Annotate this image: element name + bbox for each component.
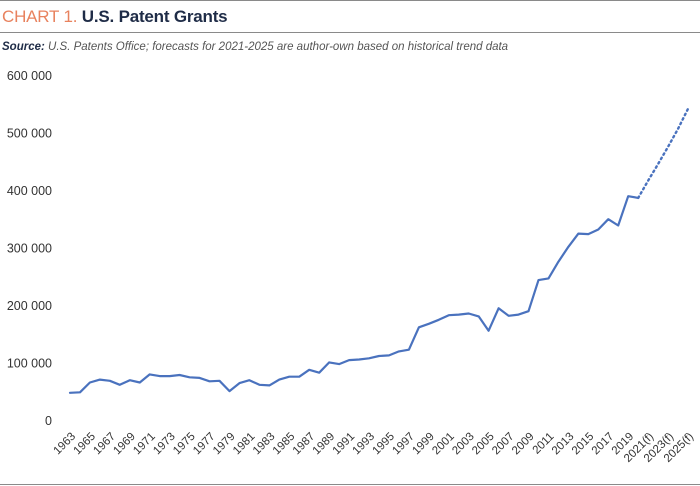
x-tick-label: 2003 <box>450 431 477 458</box>
x-tick-label: 1979 <box>211 431 238 458</box>
x-tick-label: 2017 <box>590 431 617 458</box>
x-tick-label: 1973 <box>151 431 178 458</box>
x-tick-label: 1985 <box>271 431 298 458</box>
x-tick-label: 1975 <box>171 431 198 458</box>
x-tick-label: 1981 <box>231 431 258 458</box>
y-tick-label: 500 000 <box>7 127 52 141</box>
source-text: U.S. Patents Office; forecasts for 2021-… <box>48 41 509 53</box>
x-tick-label: 2009 <box>510 431 537 458</box>
x-tick-label: 1963 <box>52 431 79 458</box>
bottom-rule <box>0 484 700 485</box>
y-tick-label: 0 <box>45 414 52 428</box>
x-tick-label: 1987 <box>291 431 318 458</box>
forecast-line <box>637 107 690 200</box>
y-tick-label: 300 000 <box>7 242 52 256</box>
x-tick-label: 1989 <box>311 431 338 458</box>
source-note: Source: U.S. Patents Office; forecasts f… <box>2 41 508 53</box>
patent-grants-line <box>68 195 640 394</box>
x-tick-label: 1991 <box>331 431 358 458</box>
x-tick-label: 2005 <box>470 431 497 458</box>
chart-title-prefix: CHART 1. <box>2 7 78 26</box>
x-tick-label: 2015 <box>570 431 597 458</box>
y-tick-label: 600 000 <box>7 69 52 83</box>
source-label: Source: <box>2 41 45 53</box>
chart-title-text: U.S. Patent Grants <box>81 7 228 26</box>
y-tick-label: 100 000 <box>7 357 52 371</box>
top-rule <box>0 0 700 1</box>
x-tick-label: 1983 <box>251 431 278 458</box>
x-tick-label: 2001 <box>430 431 457 458</box>
x-tick-label: 1977 <box>191 431 218 458</box>
x-tick-label: 1971 <box>131 431 158 458</box>
x-tick-label: 1993 <box>351 431 378 458</box>
y-tick-label: 200 000 <box>7 299 52 313</box>
chart-title: CHART 1. U.S. Patent Grants <box>2 7 228 27</box>
x-tick-label: 2013 <box>550 431 577 458</box>
x-tick-label: 2007 <box>490 431 517 458</box>
y-tick-label: 400 000 <box>7 184 52 198</box>
title-rule <box>0 32 700 33</box>
x-tick-label: 1967 <box>91 431 118 458</box>
x-tick-label: 1969 <box>111 431 138 458</box>
x-tick-label: 1965 <box>71 431 98 458</box>
x-tick-label: 1995 <box>371 431 398 458</box>
x-tick-label: 1997 <box>390 431 417 458</box>
x-tick-label: 1999 <box>410 431 437 458</box>
